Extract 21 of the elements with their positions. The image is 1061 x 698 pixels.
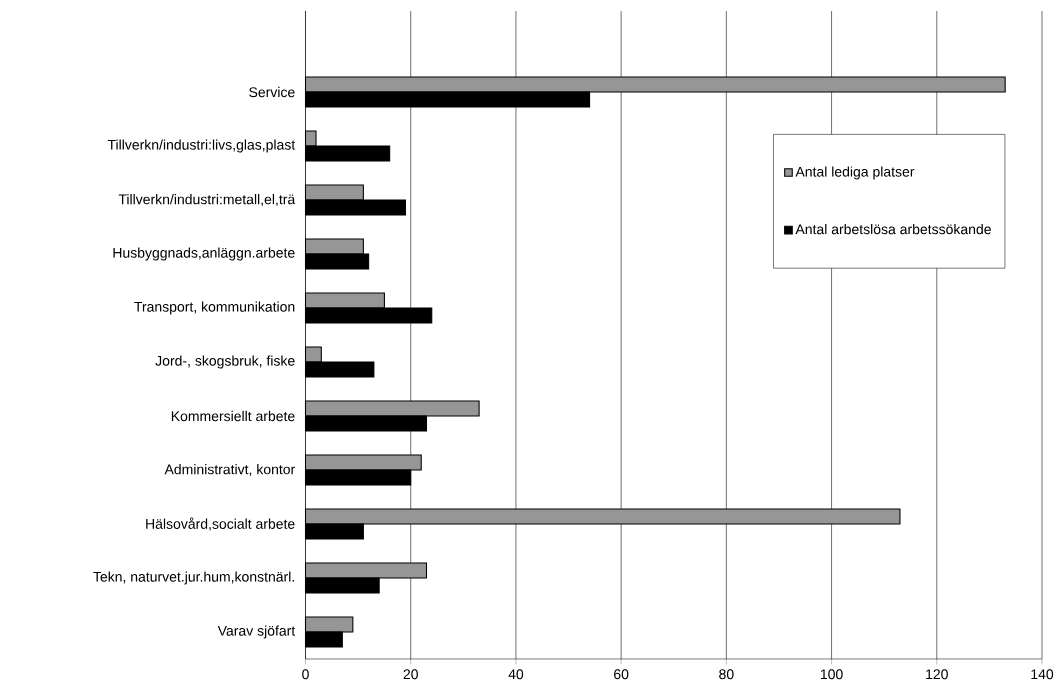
y-tick-label: Tillverkn/industri:metall,el,trä [118, 194, 296, 206]
y-tick-label: Husbyggnads,anläggn.arbete [113, 247, 295, 261]
legend-label: Antal arbetslösa arbetssökande [795, 223, 991, 235]
x-tick-label: 120 [926, 669, 948, 680]
x-tick-label: 80 [719, 669, 734, 680]
y-tick-label: Service [249, 86, 295, 98]
x-tick-label: 60 [614, 669, 629, 680]
y-tick-label: Hälsovård,socialt arbete [146, 517, 295, 531]
y-tick-label: Varav sjöfart [217, 625, 296, 639]
y-tick-label: Transport, kommunikation [134, 301, 295, 315]
y-tick-label: Tillverkn/industri:livs,glas,plast [107, 139, 296, 153]
legend-label: Antal lediga platser [795, 166, 915, 180]
y-tick-label: Jord-, skogsbruk, fiske [155, 355, 295, 369]
x-tick-label: 0 [302, 669, 309, 680]
y-tick-label: Tekn, naturvet.jur.hum,konstnärl. [93, 571, 294, 585]
y-tick-label: Administrativt, kontor [164, 464, 295, 476]
x-tick-label: 20 [403, 669, 418, 680]
x-tick-label: 40 [508, 669, 524, 680]
x-tick-label: 100 [820, 669, 843, 680]
x-tick-label: 140 [1031, 669, 1054, 680]
y-tick-label: Kommersiellt arbete [171, 410, 295, 422]
